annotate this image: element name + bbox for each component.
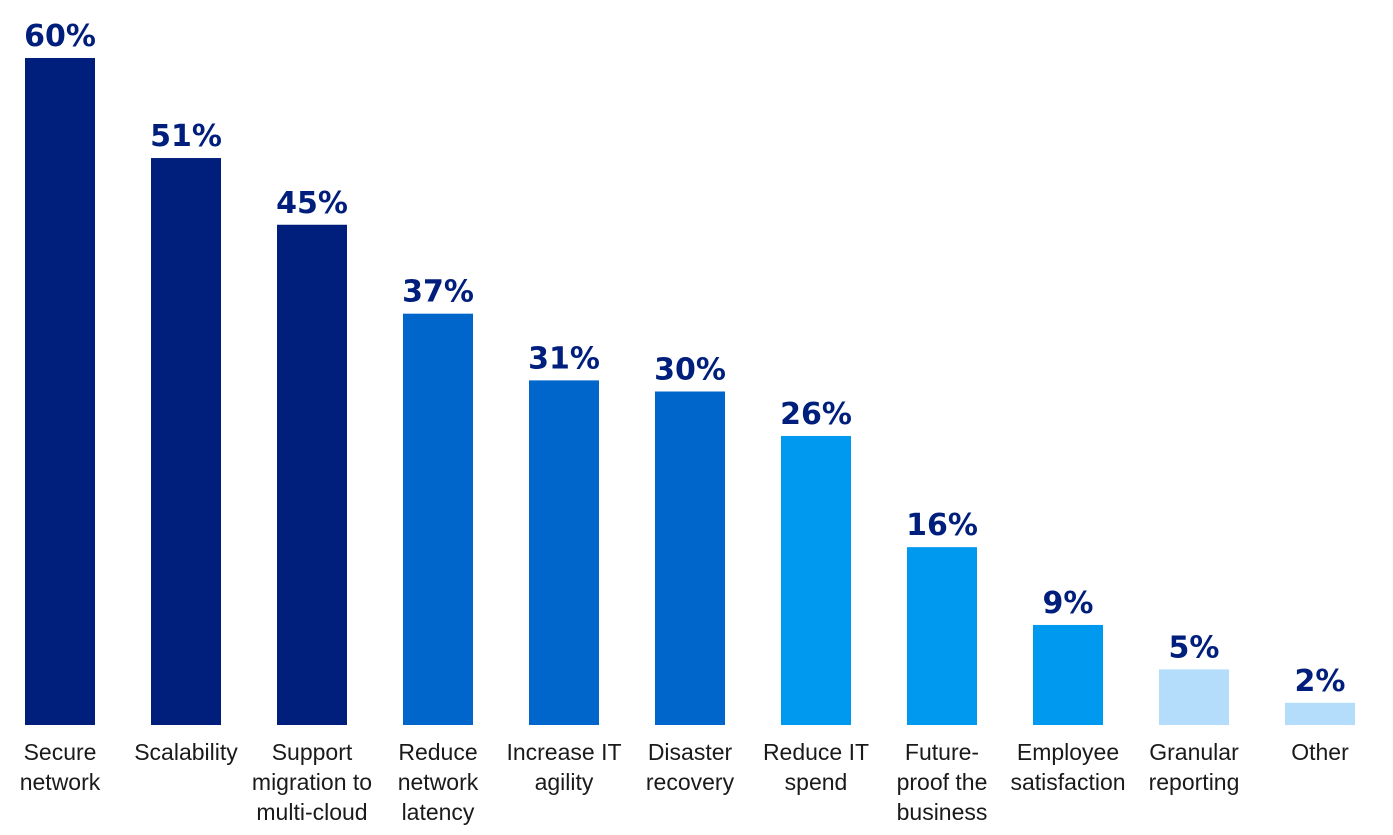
category-label-8: Future-proof the business [897,739,988,825]
category-label-line: Increase IT [506,739,621,765]
category-label-line: satisfaction [1010,769,1125,795]
category-label-line: network [20,769,101,795]
category-label-3: Support migration to multi-cloud [252,739,372,825]
bar-8 [907,547,977,725]
bar-9 [1033,624,1103,725]
category-label-line: Future- [905,739,979,765]
bar-value-label-5: 31% [528,341,600,376]
category-label-line: reporting [1149,769,1240,795]
category-label-line: spend [785,769,848,795]
bar-value-label-6: 30% [654,353,726,388]
category-label-line: migration to [252,769,372,795]
category-label-5: Increase IT agility [506,739,621,795]
category-label-line: Employee [1017,739,1119,765]
bar-5 [529,380,599,725]
category-label-line: Other [1291,739,1349,765]
category-label-11: Other [1291,739,1349,765]
bar-6 [655,391,725,725]
category-label-line: Reduce IT [763,739,869,765]
category-label-10: Granular reporting [1149,739,1240,795]
category-label-line: Reduce [398,739,477,765]
bar-value-label-4: 37% [402,275,474,310]
bar-2 [151,158,221,726]
bar-7 [781,435,851,725]
value-labels-layer: 60% 51% 45% 37% 31% 30% 26% 16% 9% 5% 2% [24,19,1345,699]
bar-11 [1285,702,1355,725]
bar-value-label-10: 5% [1169,630,1220,665]
category-label-line: Granular [1149,739,1239,765]
bar-value-label-2: 51% [150,119,222,154]
category-label-line: multi-cloud [256,799,367,825]
category-label-line: business [897,799,988,825]
category-label-4: Reduce network latency [398,739,479,825]
bar-10 [1159,669,1229,725]
category-label-9: Employee satisfaction [1010,739,1125,795]
category-label-6: Disaster recovery [646,739,735,795]
category-label-line: Secure [24,739,97,765]
category-label-line: agility [535,769,594,795]
bar-3 [277,224,347,725]
category-label-7: Reduce IT spend [763,739,869,795]
bar-value-label-9: 9% [1043,586,1094,621]
category-label-line: network [398,769,479,795]
bar-value-label-1: 60% [24,19,96,54]
bar-1 [25,58,95,725]
bar-value-label-7: 26% [780,397,852,432]
category-label-line: latency [402,799,475,825]
category-label-line: Disaster [648,739,733,765]
category-label-1: Secure network [20,739,101,795]
category-label-line: Support [272,739,353,765]
bar-value-label-3: 45% [276,186,348,221]
category-label-line: recovery [646,769,735,795]
category-labels-layer: Secure network Scalability Support migration… [20,739,1349,825]
category-label-line: proof the [897,769,988,795]
bar-value-label-8: 16% [906,508,978,543]
bar-value-label-11: 2% [1295,664,1346,699]
bar-4 [403,313,473,725]
bars-layer [25,58,1355,726]
category-label-line: Scalability [134,739,238,765]
category-label-2: Scalability [134,739,238,765]
